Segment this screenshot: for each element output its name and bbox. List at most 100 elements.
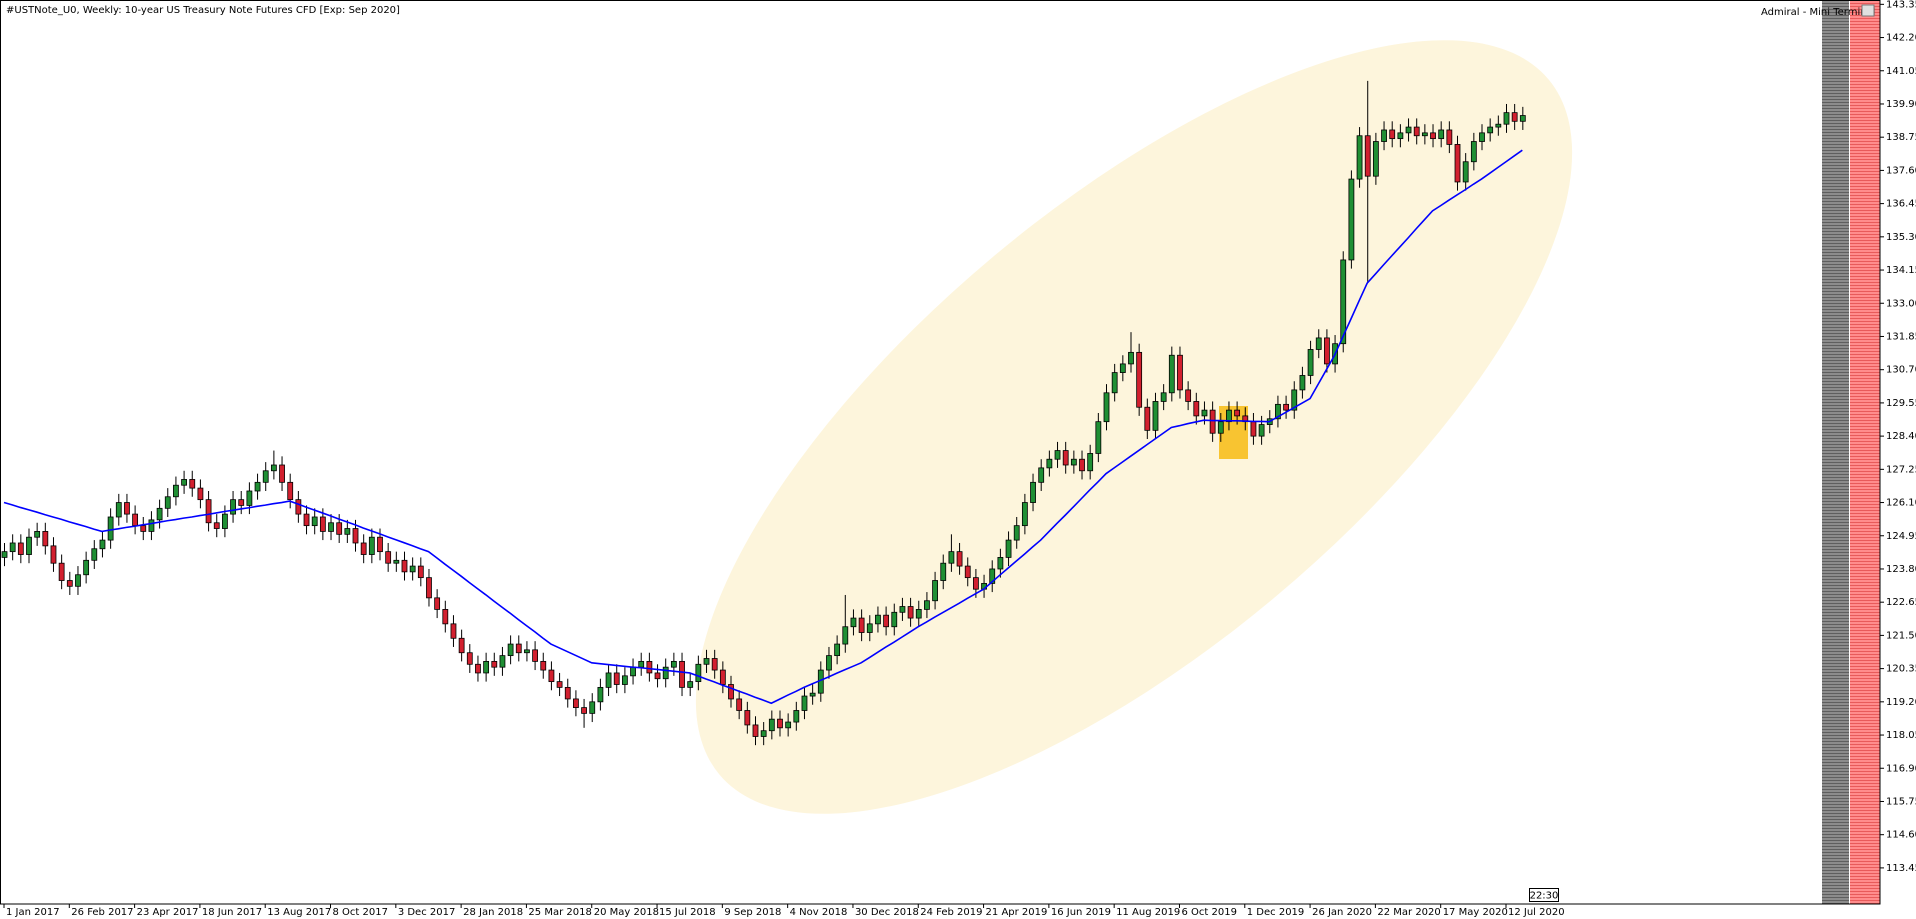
candle-body: [385, 551, 392, 564]
y-tick-label: 129.55: [1886, 398, 1916, 409]
candle-body: [393, 559, 400, 564]
candle-body: [777, 718, 783, 729]
candle-body: [475, 663, 481, 674]
panel-icon[interactable]: [1861, 4, 1875, 17]
candle-body: [646, 660, 653, 674]
candle-body: [752, 724, 759, 737]
candle-body: [124, 502, 130, 515]
candle-body: [1405, 126, 1412, 134]
candle-body: [1454, 144, 1461, 183]
candle-body: [1054, 450, 1061, 460]
candle-body: [1226, 409, 1232, 423]
candle-body: [728, 684, 734, 700]
candle-body: [1250, 421, 1257, 437]
candle-body: [760, 730, 767, 737]
panel-title-bg: [1755, 4, 1822, 18]
candle-body: [66, 580, 73, 587]
candle-body: [621, 675, 628, 685]
candle-body: [1217, 421, 1224, 434]
candle-body: [99, 539, 106, 550]
candle-body: [662, 666, 669, 680]
candle-body: [91, 548, 98, 561]
candle-body: [924, 600, 930, 610]
candle-body: [197, 487, 204, 501]
y-tick-label: 127.25: [1886, 464, 1916, 475]
candle-body: [34, 531, 41, 538]
candle-body: [515, 643, 522, 654]
candle-body: [1209, 409, 1216, 434]
candle-body: [1021, 502, 1028, 527]
candle-body: [581, 707, 587, 714]
candle-body: [213, 522, 220, 529]
y-tick-label: 130.70: [1886, 365, 1916, 376]
candle-body: [1372, 141, 1379, 177]
x-tick-label: 3 Dec 2017: [398, 907, 456, 918]
candle-body: [597, 686, 604, 703]
candle-body: [524, 649, 530, 654]
candle-body: [287, 481, 294, 501]
chart-title: #USTNote_U0, Weekly: 10-year US Treasury…: [6, 5, 400, 16]
candle-body: [1160, 392, 1167, 402]
candle-body: [1258, 424, 1265, 437]
candle-body: [866, 623, 873, 633]
candle-body: [605, 672, 612, 688]
x-tick-label: 18 Jun 2017: [202, 907, 262, 918]
y-tick-label: 115.75: [1886, 796, 1916, 807]
candle-body: [1038, 467, 1045, 483]
candle-body: [1397, 132, 1404, 140]
candle-body: [499, 655, 506, 668]
candle-body: [1299, 375, 1306, 391]
y-tick-label: 123.80: [1886, 564, 1916, 575]
candle-body: [50, 545, 57, 564]
y-tick-label: 126.10: [1886, 498, 1916, 509]
candle-body: [164, 496, 171, 509]
y-tick-label: 120.35: [1886, 664, 1916, 675]
candle-body: [1348, 178, 1355, 261]
candle-body: [368, 536, 375, 555]
candle-body: [1430, 132, 1436, 140]
y-tick-label: 133.00: [1886, 298, 1916, 309]
candle-body: [295, 499, 302, 515]
y-tick-label: 138.75: [1886, 132, 1916, 143]
candle-body: [205, 499, 212, 524]
x-tick-label: 23 Apr 2017: [137, 907, 199, 918]
candle-body: [1511, 112, 1518, 122]
candle-body: [891, 611, 898, 628]
candle-body: [303, 513, 310, 527]
candle-body: [883, 614, 890, 628]
y-tick-label: 128.40: [1886, 431, 1916, 442]
candle-body: [1005, 539, 1012, 558]
candle-body: [1283, 403, 1289, 411]
candle-body: [1013, 525, 1020, 541]
x-tick-label: 20 May 2018: [594, 907, 659, 918]
candle-body: [679, 660, 685, 688]
candle-body: [687, 681, 694, 688]
y-tick-label: 116.90: [1886, 763, 1916, 774]
candle-body: [17, 542, 24, 555]
candle-body: [1446, 129, 1453, 145]
candle-body: [809, 692, 816, 697]
candle-body: [115, 502, 122, 518]
y-tick-label: 121.50: [1886, 630, 1916, 641]
candle-body: [377, 536, 383, 553]
candle-body: [1062, 450, 1069, 466]
candle-body: [270, 464, 277, 472]
x-tick-label: 16 Jun 2019: [1051, 907, 1111, 918]
candle-body: [768, 718, 775, 732]
candle-body: [181, 479, 187, 486]
candle-body: [1487, 126, 1494, 134]
candle-body: [1087, 453, 1094, 472]
x-tick-label: 6 Oct 2019: [1181, 907, 1236, 918]
candle-body: [556, 681, 563, 688]
candle-body: [1046, 458, 1053, 469]
candle-body: [589, 701, 596, 714]
candle-body: [1095, 421, 1102, 454]
candle-body: [654, 672, 661, 680]
candle-body: [1136, 351, 1143, 408]
candle-body: [1185, 389, 1192, 402]
plot: [1, 80, 1526, 746]
candle-body: [466, 652, 473, 665]
y-tick-label: 143.35: [1886, 0, 1916, 10]
candle-body: [1152, 401, 1159, 431]
